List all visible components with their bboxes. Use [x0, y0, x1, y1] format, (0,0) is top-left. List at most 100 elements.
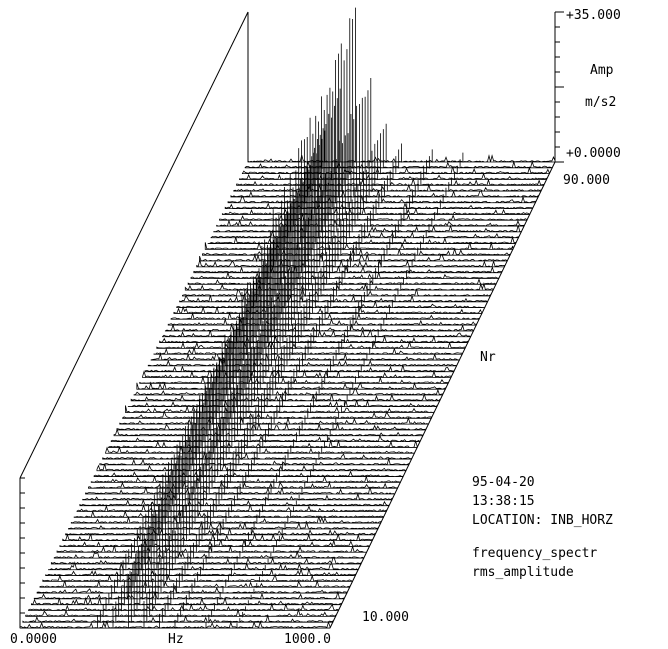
spectrum-trace	[22, 572, 334, 624]
spectrum-trace	[30, 550, 342, 606]
spectrum-trace	[176, 186, 486, 309]
spectrum-trace	[102, 376, 412, 461]
info-date: 95-04-20	[472, 475, 535, 490]
spectrum-trace	[153, 246, 463, 356]
spectrum-trace	[173, 200, 483, 315]
spectrum-traces	[19, 7, 556, 629]
x-axis-label: Hz	[168, 632, 184, 647]
y-axis-max-label: 90.000	[563, 173, 610, 188]
spectrum-trace	[196, 139, 505, 268]
z-axis-label: Amp	[590, 63, 614, 78]
spectrum-trace	[241, 18, 550, 176]
spectrum-trace	[105, 368, 415, 455]
info-time: 13:38:15	[472, 494, 535, 509]
spectrum-trace	[224, 91, 533, 210]
spectrum-trace	[164, 209, 474, 332]
spectrum-trace	[159, 244, 469, 344]
spectrum-trace	[207, 115, 517, 245]
spectrum-trace	[53, 487, 365, 560]
spectrum-trace	[182, 173, 491, 297]
spectrum-trace	[247, 7, 556, 163]
spectrum-trace	[19, 574, 331, 629]
spectrum-trace	[244, 19, 553, 169]
spectrum-trace	[142, 282, 452, 379]
y-axis-label: Nr	[480, 350, 496, 365]
spectrum-trace	[33, 535, 345, 600]
spectrum-trace	[221, 87, 531, 216]
spectrum-trace	[39, 524, 351, 589]
spectrum-trace	[167, 217, 477, 326]
spectrum-trace	[170, 214, 480, 321]
spectrum-trace	[230, 53, 539, 198]
spectrum-trace	[190, 148, 500, 281]
z-axis-max-label: +35.000	[566, 8, 621, 23]
spectrum-trace	[216, 110, 525, 228]
spectrum-trace	[96, 383, 407, 472]
spectrum-trace	[227, 60, 536, 204]
spectrum-trace	[88, 409, 398, 490]
x-axis-min-label: 0.0000	[10, 632, 57, 647]
info-measure-unit: rms_amplitude	[472, 565, 574, 580]
spectrum-trace	[65, 464, 376, 536]
spectrum-trace	[122, 334, 432, 420]
spectrum-trace	[213, 96, 522, 233]
spectrum-trace	[85, 409, 396, 496]
axes-frame	[19, 11, 564, 629]
spectrum-trace	[56, 488, 367, 554]
spectrum-trace	[199, 136, 508, 263]
spectrum-trace	[76, 441, 387, 513]
spectrum-trace	[79, 425, 390, 507]
spectrum-trace	[82, 427, 393, 502]
y-axis-min-label: 10.000	[362, 610, 409, 625]
spectrum-trace	[116, 334, 427, 431]
spectrum-trace	[144, 276, 455, 374]
spectrum-trace	[219, 94, 528, 222]
info-measure-type: frequency_spectr	[472, 546, 598, 561]
spectrum-trace	[45, 509, 356, 577]
z-axis-min-label: +0.0000	[566, 146, 621, 161]
spectrum-trace	[93, 405, 404, 478]
spectrum-trace	[99, 377, 410, 467]
spectrum-trace	[68, 461, 379, 530]
spectrum-trace	[48, 513, 359, 571]
spectrum-trace	[187, 170, 497, 286]
spectrum-trace	[184, 187, 494, 291]
spectrum-trace	[127, 323, 438, 408]
spectrum-trace	[210, 121, 519, 239]
spectrum-trace	[150, 268, 460, 361]
spectrum-trace	[73, 450, 384, 519]
spectrum-trace	[107, 363, 418, 449]
spectrum-trace	[233, 43, 542, 193]
spectrum-trace	[28, 552, 339, 612]
spectrum-trace	[193, 140, 502, 275]
spectrum-trace	[25, 560, 337, 618]
spectrum-trace	[125, 328, 435, 414]
spectrum-trace	[136, 288, 446, 391]
x-axis-max-label: 1000.0	[284, 632, 331, 647]
spectrum-trace	[179, 200, 488, 303]
spectrum-trace	[90, 398, 401, 484]
info-location: LOCATION: INB_HORZ	[472, 513, 613, 528]
spectrum-trace	[201, 117, 511, 257]
spectrum-trace	[70, 453, 382, 525]
spectrum-trace	[162, 230, 472, 338]
z-axis-unit: m/s2	[585, 95, 617, 110]
spectrum-trace	[59, 472, 370, 548]
spectrum-trace	[113, 343, 424, 437]
spectrum-trace	[133, 292, 443, 396]
spectrum-trace	[156, 239, 466, 350]
spectrum-trace	[50, 503, 362, 565]
spectrum-trace	[147, 275, 457, 367]
spectrum-trace	[130, 315, 441, 403]
spectrum-trace	[239, 49, 547, 181]
spectrum-trace	[236, 60, 545, 187]
spectrum-trace	[36, 538, 348, 594]
spectrum-trace	[42, 517, 353, 583]
spectrum-trace	[110, 358, 421, 443]
spectrum-trace	[139, 282, 449, 385]
spectrum-trace	[62, 472, 373, 542]
spectrum-trace	[119, 340, 429, 426]
spectrum-trace	[204, 133, 514, 251]
top-left-edge-line	[19, 11, 249, 479]
